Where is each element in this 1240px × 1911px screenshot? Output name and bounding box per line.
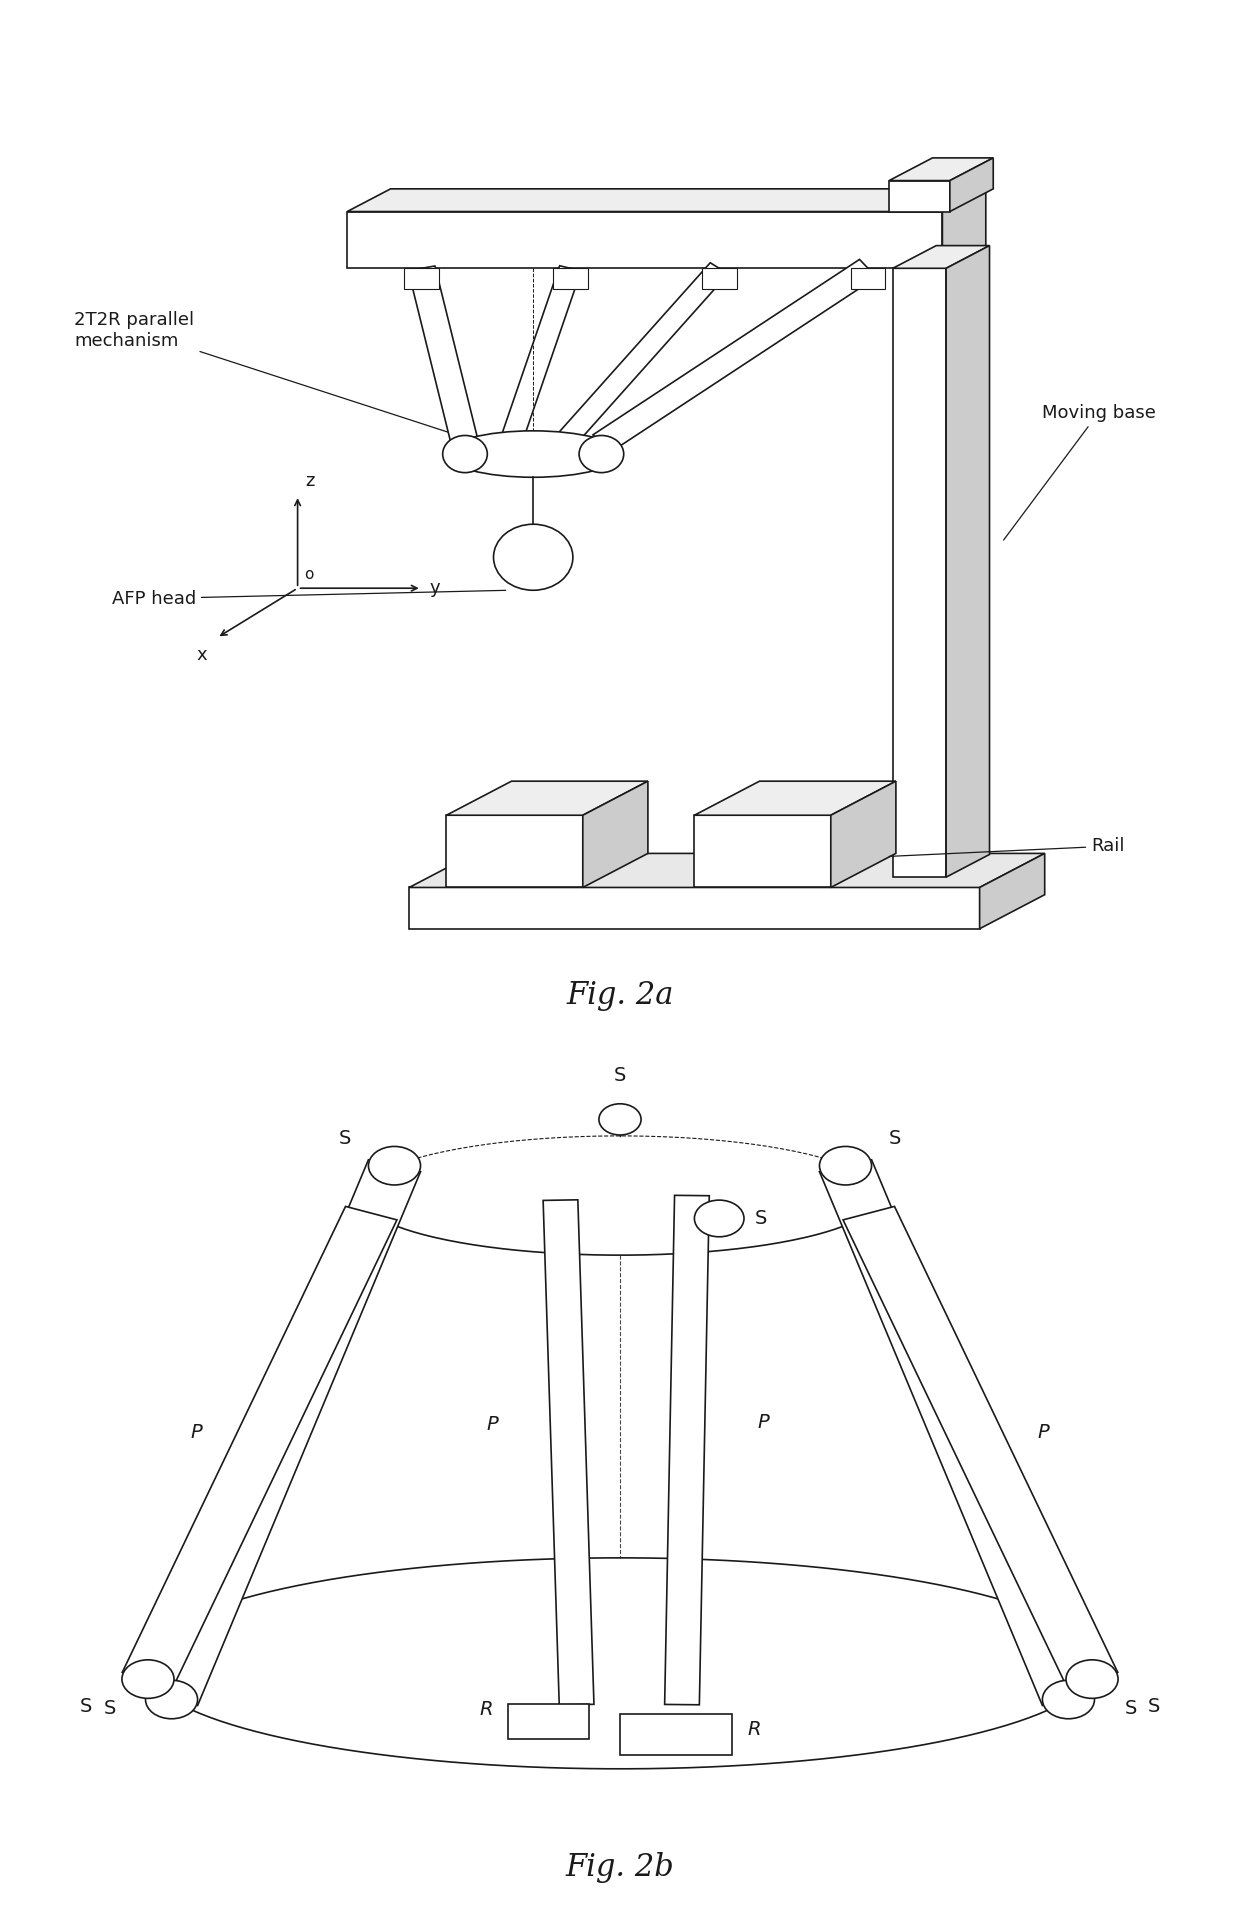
Polygon shape (950, 159, 993, 212)
Circle shape (443, 436, 487, 472)
Text: S: S (614, 1066, 626, 1085)
Circle shape (579, 436, 624, 472)
Text: P: P (1038, 1424, 1049, 1443)
Text: S: S (339, 1129, 351, 1149)
Circle shape (122, 1661, 174, 1699)
Text: P: P (191, 1424, 202, 1443)
Polygon shape (694, 816, 831, 887)
Text: P: P (486, 1416, 498, 1435)
Text: 2T2R parallel
mechanism: 2T2R parallel mechanism (74, 311, 481, 443)
Text: Moving base: Moving base (1003, 403, 1156, 541)
Polygon shape (843, 1206, 1117, 1686)
Circle shape (494, 524, 573, 590)
Polygon shape (347, 189, 986, 212)
Polygon shape (543, 1200, 594, 1705)
Polygon shape (408, 266, 479, 445)
Circle shape (694, 1200, 744, 1236)
Polygon shape (942, 189, 986, 268)
Text: o: o (304, 568, 314, 583)
Text: S: S (1148, 1697, 1161, 1716)
Text: S: S (1125, 1699, 1137, 1718)
Circle shape (599, 1105, 641, 1135)
Circle shape (1066, 1661, 1118, 1699)
Bar (508, 1705, 589, 1739)
Text: Rail: Rail (889, 837, 1125, 856)
Polygon shape (820, 1160, 1095, 1705)
Polygon shape (497, 266, 582, 451)
Polygon shape (889, 180, 950, 212)
Text: AFP head: AFP head (112, 589, 506, 608)
Text: y: y (429, 579, 440, 598)
Text: R: R (480, 1699, 492, 1718)
Polygon shape (409, 854, 1044, 887)
Polygon shape (946, 247, 990, 877)
Bar (553, 268, 588, 289)
Polygon shape (409, 887, 980, 929)
Text: S: S (79, 1697, 92, 1716)
Polygon shape (893, 247, 990, 268)
Text: R: R (748, 1720, 760, 1739)
Bar (404, 268, 439, 289)
Polygon shape (347, 212, 942, 268)
Bar (620, 1714, 732, 1754)
Text: S: S (755, 1210, 768, 1229)
Ellipse shape (446, 430, 620, 478)
Polygon shape (583, 782, 647, 887)
Text: S: S (103, 1699, 115, 1718)
Polygon shape (446, 782, 647, 816)
Text: z: z (305, 472, 315, 489)
Bar (702, 268, 737, 289)
Polygon shape (694, 782, 895, 816)
Bar (851, 268, 885, 289)
Polygon shape (893, 268, 946, 877)
Text: S: S (889, 1129, 901, 1149)
Polygon shape (446, 816, 583, 887)
Polygon shape (831, 782, 895, 887)
Polygon shape (593, 260, 877, 453)
Text: x: x (196, 646, 207, 663)
Circle shape (145, 1680, 197, 1718)
Polygon shape (123, 1206, 397, 1686)
Polygon shape (549, 264, 728, 455)
Polygon shape (889, 159, 993, 180)
Circle shape (820, 1147, 872, 1185)
Polygon shape (665, 1196, 709, 1705)
Circle shape (1043, 1680, 1095, 1718)
Text: Fig. 2a: Fig. 2a (567, 980, 673, 1011)
Polygon shape (980, 854, 1044, 929)
Text: Fig. 2b: Fig. 2b (565, 1852, 675, 1884)
Circle shape (368, 1147, 420, 1185)
Polygon shape (145, 1160, 420, 1705)
Text: P: P (758, 1412, 770, 1431)
